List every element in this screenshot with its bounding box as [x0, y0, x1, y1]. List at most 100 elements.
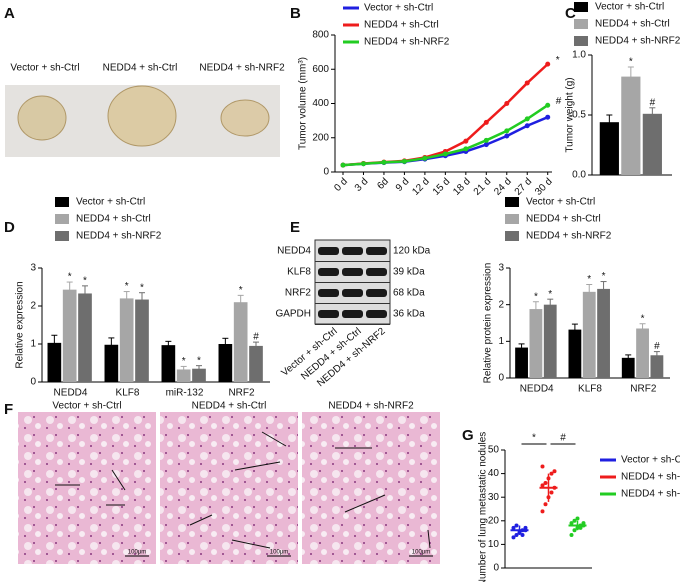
y-axis-label: Number of lung metastatic nodules: [478, 432, 489, 582]
y-tick-label: 0: [498, 373, 504, 384]
bar: [104, 344, 119, 382]
point: [483, 137, 489, 143]
bar: [62, 289, 77, 382]
x-tick-label: 15 d: [431, 176, 453, 198]
bar: [515, 347, 528, 378]
x-tick-label: KLF8: [116, 388, 140, 399]
blot-band: [342, 247, 363, 255]
significance: #: [253, 332, 259, 343]
bar: [636, 328, 649, 378]
legend-swatch: [574, 36, 588, 46]
x-tick-label: 30 d: [533, 176, 555, 198]
y-axis-label: Relative protein expression: [483, 263, 494, 384]
point: [581, 521, 586, 526]
legend-label: NEDD4 + sh-NRF2: [621, 489, 680, 500]
point: [549, 471, 554, 476]
blot-band: [366, 289, 387, 297]
point: [520, 532, 525, 537]
panel-label: G: [462, 427, 474, 444]
y-tick-label: 0: [493, 563, 499, 574]
legend-swatch: [55, 214, 69, 224]
significance: *: [125, 281, 129, 292]
y-tick-label: 0.5: [572, 110, 586, 121]
significance: *: [587, 274, 591, 285]
bar: [192, 368, 206, 382]
x-tick-label: 27 d: [513, 176, 535, 198]
point: [442, 151, 448, 157]
x-tick-label: 21 d: [472, 176, 494, 198]
x-tick-label: 0 d: [332, 176, 350, 194]
y-tick-label: 1: [498, 336, 504, 347]
x-tick-label: KLF8: [578, 384, 602, 395]
y-axis-label: Tumor weight (g): [565, 77, 576, 152]
legend-label: NEDD4 + sh-Ctrl: [595, 19, 670, 30]
significance: *: [182, 356, 186, 367]
legend-label: Vector + sh-Ctrl: [76, 197, 145, 208]
point: [549, 490, 554, 495]
point: [578, 525, 583, 530]
group-label: NEDD4 + sh-NRF2: [199, 63, 285, 74]
bar: [650, 355, 664, 378]
point: [504, 133, 510, 139]
bar: [543, 304, 557, 378]
x-tick-label: 12 d: [410, 176, 432, 198]
point: [360, 161, 366, 167]
legend-label: NEDD4 + sh-NRF2: [595, 36, 680, 47]
point: [569, 521, 574, 526]
point: [511, 525, 516, 530]
bar: [233, 302, 248, 382]
image-label: Vector + sh-Ctrl: [52, 401, 121, 412]
point: [543, 502, 548, 507]
y-tick-label: 0.0: [572, 170, 586, 181]
y-tick-label: 1: [30, 339, 36, 350]
y-axis-label: Relative expression: [15, 281, 26, 368]
significance: *: [68, 272, 72, 283]
protein-label: KLF8: [287, 267, 311, 278]
protein-label: NRF2: [285, 288, 312, 299]
legend-label: NEDD4 + sh-NRF2: [76, 231, 162, 242]
y-tick-label: 800: [312, 30, 329, 41]
significance: #: [650, 97, 656, 108]
bar: [119, 298, 134, 382]
legend-swatch: [574, 2, 588, 12]
size-label: 36 kDa: [393, 309, 425, 320]
blot-band: [366, 247, 387, 255]
legend-label: Vector + sh-Ctrl: [364, 3, 433, 14]
y-tick-label: 0: [30, 377, 36, 388]
point: [483, 142, 489, 148]
panel-label: F: [4, 401, 13, 418]
y-tick-label: 600: [312, 64, 329, 75]
point: [524, 80, 530, 86]
point: [545, 102, 551, 108]
y-tick-label: 3: [498, 263, 504, 274]
protein-label: GAPDH: [275, 309, 311, 320]
point: [545, 61, 551, 67]
bar: [621, 76, 641, 175]
legend-swatch: [505, 197, 519, 207]
point: [524, 116, 530, 122]
y-tick-label: 50: [488, 445, 500, 456]
bar: [599, 122, 619, 175]
point: [572, 518, 577, 523]
point: [381, 159, 387, 165]
panel-label: C: [565, 5, 576, 22]
point: [511, 535, 516, 540]
blot-band: [318, 310, 339, 318]
point: [523, 525, 528, 530]
legend-swatch: [505, 214, 519, 224]
legend-label: NEDD4 + sh-Ctrl: [526, 214, 601, 225]
bar: [78, 293, 92, 382]
blot-band: [342, 268, 363, 276]
x-tick-label: 3 d: [353, 176, 371, 194]
bar: [135, 299, 149, 382]
legend-label: NEDD4 + sh-Ctrl: [621, 472, 680, 483]
panel-label: A: [4, 5, 15, 22]
significance: *: [532, 433, 536, 444]
blot-band: [318, 268, 339, 276]
tumor: [220, 99, 270, 137]
point: [524, 123, 530, 129]
legend-swatch: [505, 231, 519, 241]
y-tick-label: 10: [488, 539, 500, 550]
point: [545, 114, 551, 120]
